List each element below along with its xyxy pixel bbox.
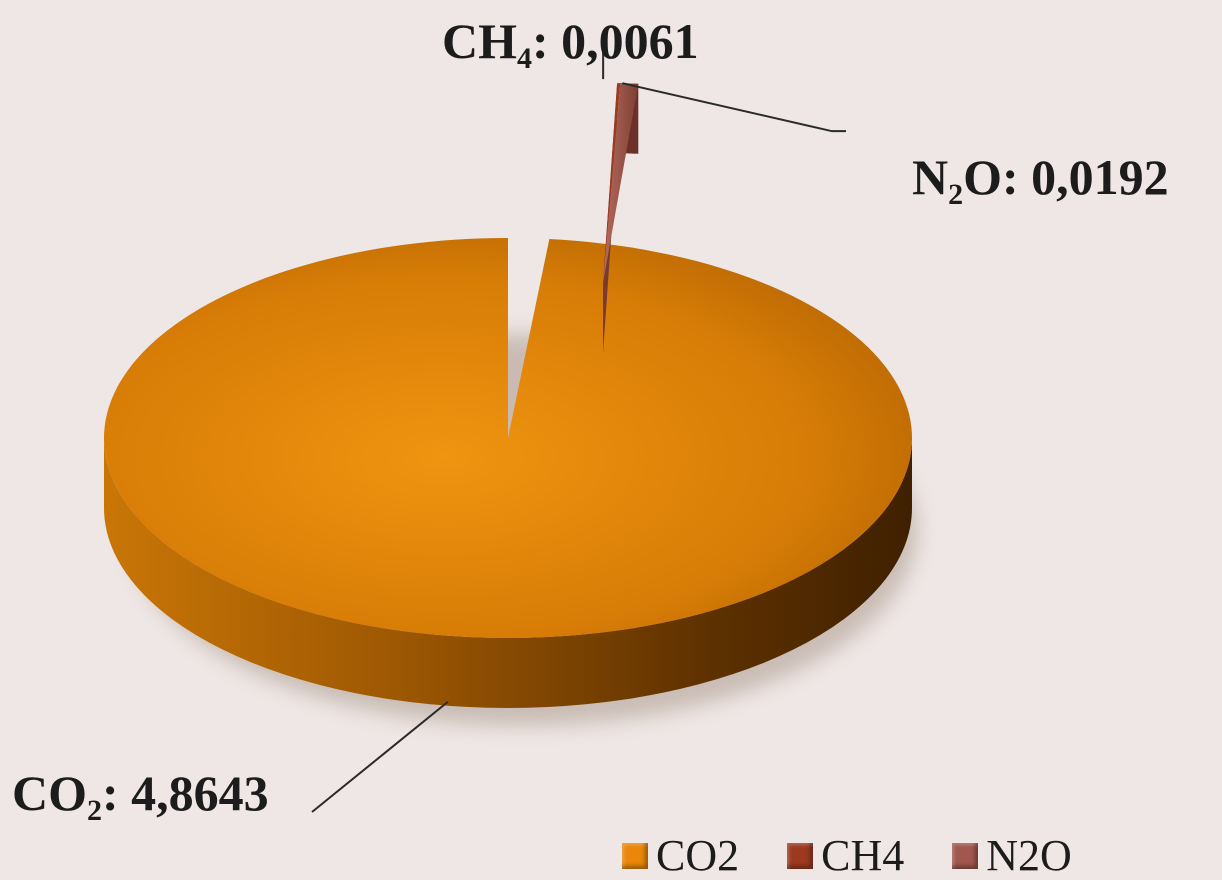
legend-item-n2o: N2O bbox=[952, 834, 1072, 878]
co2-label-sub: 2 bbox=[87, 794, 102, 827]
slice-co2 bbox=[104, 238, 913, 639]
legend-swatch-n2o bbox=[952, 843, 979, 869]
co2-label-value: : 4,8643 bbox=[102, 765, 269, 821]
legend-label-ch4: CH4 bbox=[821, 831, 905, 880]
n2o-data-label: N2O: 0,0192 bbox=[912, 152, 1169, 210]
ch4-data-label: CH4: 0,0061 bbox=[442, 16, 699, 74]
slice-ch4 bbox=[603, 83, 621, 283]
n2o-label-value: O: 0,0192 bbox=[963, 149, 1169, 205]
legend-item-ch4: CH4 bbox=[787, 834, 904, 878]
legend-item-co2: CO2 bbox=[622, 834, 739, 878]
legend-swatch-ch4 bbox=[787, 843, 814, 869]
n2o-label-sub: 2 bbox=[948, 178, 964, 211]
co2-data-label: CO2: 4,8643 bbox=[12, 768, 269, 826]
n2o-label-base: N bbox=[912, 149, 949, 205]
ch4-label-base: CH bbox=[442, 13, 517, 69]
legend-label-n2o: N2O bbox=[986, 831, 1072, 880]
leader-line-co2 bbox=[311, 701, 449, 813]
co2-label-base: CO bbox=[12, 765, 87, 821]
legend-label-co2: CO2 bbox=[656, 831, 740, 880]
slice-co2-side bbox=[104, 438, 912, 708]
chart-legend: CO2 CH4 N2O bbox=[622, 834, 1072, 878]
leader-line-n2o bbox=[622, 82, 846, 133]
ch4-label-value: : 0,0061 bbox=[532, 13, 699, 69]
ch4-label-sub: 4 bbox=[517, 42, 532, 75]
slice-n2o bbox=[603, 83, 639, 283]
legend-swatch-co2 bbox=[622, 843, 648, 869]
